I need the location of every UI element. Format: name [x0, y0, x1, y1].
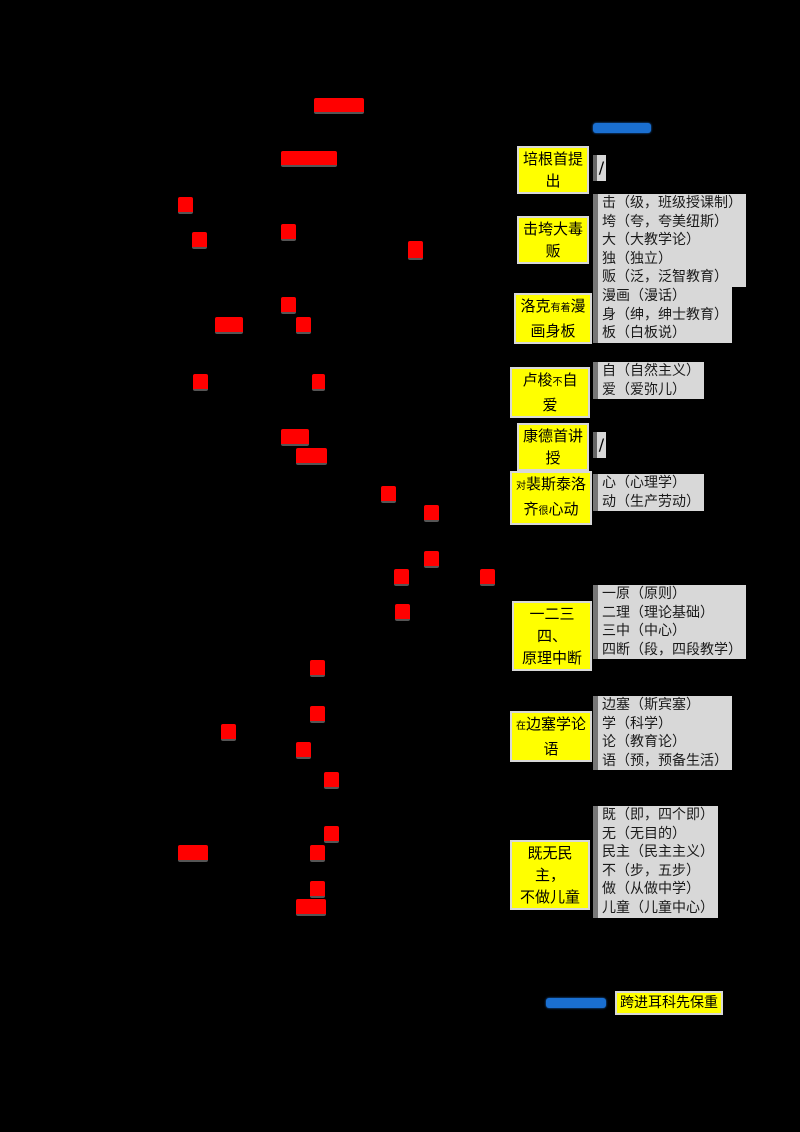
- detail-line: 动（生产劳动）: [602, 493, 700, 510]
- highlight-mark: [395, 604, 410, 621]
- detail-list-pestalozzi: 心（心理学） 动（生产劳动）: [593, 474, 704, 512]
- highlight-mark: [480, 569, 495, 586]
- detail-list-locke: 漫画（漫话） 身（绅，绅士教育） 板（白板说）: [593, 287, 732, 343]
- highlight-mark: [281, 429, 309, 446]
- mnemonic-key-locke: 洛克有着漫 画身板: [516, 295, 590, 342]
- detail-line: 击（级，班级授课制）: [602, 195, 742, 211]
- highlight-mark: [381, 486, 396, 503]
- mnemonic-key-bacon: 培根首提 出: [519, 148, 587, 192]
- key-line: 出: [545, 172, 561, 190]
- key-line: 康德首讲: [522, 427, 583, 445]
- key-line: 在边塞学论: [515, 715, 586, 733]
- detail-list-dewey: 既（即，四个即） 无（无目的） 民主（民主主义） 不（步，五步） 做（从做中学）…: [593, 806, 718, 918]
- detail-line: 爱（爱弥儿）: [602, 381, 686, 398]
- detail-line: 无（无目的）: [602, 825, 686, 842]
- detail-line: 既（即，四个即）: [602, 807, 714, 823]
- detail-empty: /: [593, 432, 606, 458]
- highlight-mark: [215, 317, 243, 334]
- detail-line: 四断（段，四段教学）: [602, 641, 742, 658]
- detail-line: 边塞（斯宾塞）: [602, 697, 700, 713]
- detail-line: 民主（民主主义）: [602, 844, 714, 861]
- detail-list-spencer: 边塞（斯宾塞） 学（科学） 论（教育论） 语（预，预备生活）: [593, 696, 732, 771]
- highlight-mark: [192, 232, 207, 249]
- highlight-mark: [193, 374, 208, 391]
- detail-line: 漫画（漫话）: [602, 288, 686, 304]
- mnemonic-key-kant: 康德首讲 授: [519, 425, 587, 469]
- detail-line: 自（自然主义）: [602, 363, 700, 379]
- highlight-mark: [310, 706, 325, 723]
- highlight-mark: [314, 98, 364, 114]
- detail-line: 二理（理论基础）: [602, 604, 714, 621]
- detail-line: 不（步，五步）: [602, 862, 700, 879]
- key-line: 击垮大毒: [522, 220, 583, 238]
- highlight-mark: [310, 881, 325, 898]
- key-line: 对裴斯泰洛: [515, 475, 586, 493]
- highlight-mark: [324, 826, 339, 843]
- highlight-mark: [324, 772, 339, 789]
- mnemonic-key-comenius: 击垮大毒 贩: [519, 218, 587, 262]
- detail-empty: /: [593, 155, 606, 181]
- detail-line: 做（从做中学）: [602, 881, 700, 898]
- highlight-mark: [281, 297, 296, 314]
- key-line: 既无民主，: [527, 844, 573, 884]
- highlight-mark: [424, 551, 439, 568]
- key-line: 一二三四、: [529, 605, 575, 645]
- mnemonic-key-rousseau: 卢梭不自爱: [512, 369, 588, 416]
- detail-line: 儿童（儿童中心）: [602, 899, 714, 916]
- detail-line: 三中（中心）: [602, 623, 686, 640]
- detail-line: 语（预，预备生活）: [602, 752, 728, 769]
- key-line: 授: [545, 449, 561, 467]
- mnemonic-key-spencer: 在边塞学论 语: [512, 713, 590, 760]
- detail-line: 心（心理学）: [602, 475, 686, 491]
- detail-list-rousseau: 自（自然主义） 爱（爱弥儿）: [593, 362, 704, 400]
- highlight-mark: [178, 845, 208, 862]
- key-line: 培根首提: [522, 150, 583, 168]
- detail-list-herbart: 一原（原则） 二理（理论基础） 三中（中心） 四断（段，四段教学）: [593, 585, 746, 660]
- detail-line: 独（独立）: [602, 250, 672, 267]
- key-line: 语: [543, 740, 559, 758]
- footer-mnemonic-key: 跨进耳科先保重: [617, 993, 721, 1013]
- highlight-mark: [281, 151, 337, 167]
- key-line: 原理中断: [521, 649, 582, 667]
- key-line: 卢梭不自爱: [522, 371, 578, 414]
- detail-line: 板（白板说）: [602, 325, 686, 342]
- section-header-top: [593, 123, 651, 133]
- highlight-mark: [310, 845, 325, 862]
- highlight-mark: [296, 742, 311, 759]
- detail-line: 学（科学）: [602, 715, 672, 732]
- key-line: 画身板: [530, 322, 576, 340]
- detail-line: 论（教育论）: [602, 734, 686, 751]
- section-header-bottom: [546, 998, 606, 1008]
- mnemonic-key-herbart: 一二三四、 原理中断: [514, 603, 590, 669]
- highlight-mark: [296, 448, 327, 465]
- highlight-mark: [312, 374, 325, 391]
- highlight-mark: [178, 197, 193, 214]
- mnemonic-key-pestalozzi: 对裴斯泰洛 齐很心动: [512, 473, 590, 523]
- highlight-mark: [424, 505, 439, 522]
- highlight-mark: [296, 317, 311, 334]
- highlight-mark: [394, 569, 409, 586]
- highlight-mark: [221, 724, 236, 741]
- highlight-mark: [296, 899, 326, 916]
- key-line: 齐很心动: [523, 500, 579, 518]
- detail-line: 一原（原则）: [602, 586, 686, 602]
- key-line: 不做儿童: [519, 888, 580, 906]
- detail-line: 贩（泛，泛智教育）: [602, 269, 728, 286]
- highlight-mark: [310, 660, 325, 677]
- detail-list-comenius: 击（级，班级授课制） 垮（夸，夸美纽斯） 大（大教学论） 独（独立） 贩（泛，泛…: [593, 194, 746, 287]
- key-line: 贩: [545, 242, 561, 260]
- detail-line: 身（绅，绅士教育）: [602, 306, 728, 323]
- highlight-mark: [408, 241, 423, 260]
- detail-line: 垮（夸，夸美纽斯）: [602, 213, 728, 230]
- detail-line: 大（大教学论）: [602, 232, 700, 249]
- key-line: 洛克有着漫: [520, 297, 586, 315]
- highlight-mark: [281, 224, 296, 241]
- mnemonic-key-dewey: 既无民主， 不做儿童: [512, 842, 588, 908]
